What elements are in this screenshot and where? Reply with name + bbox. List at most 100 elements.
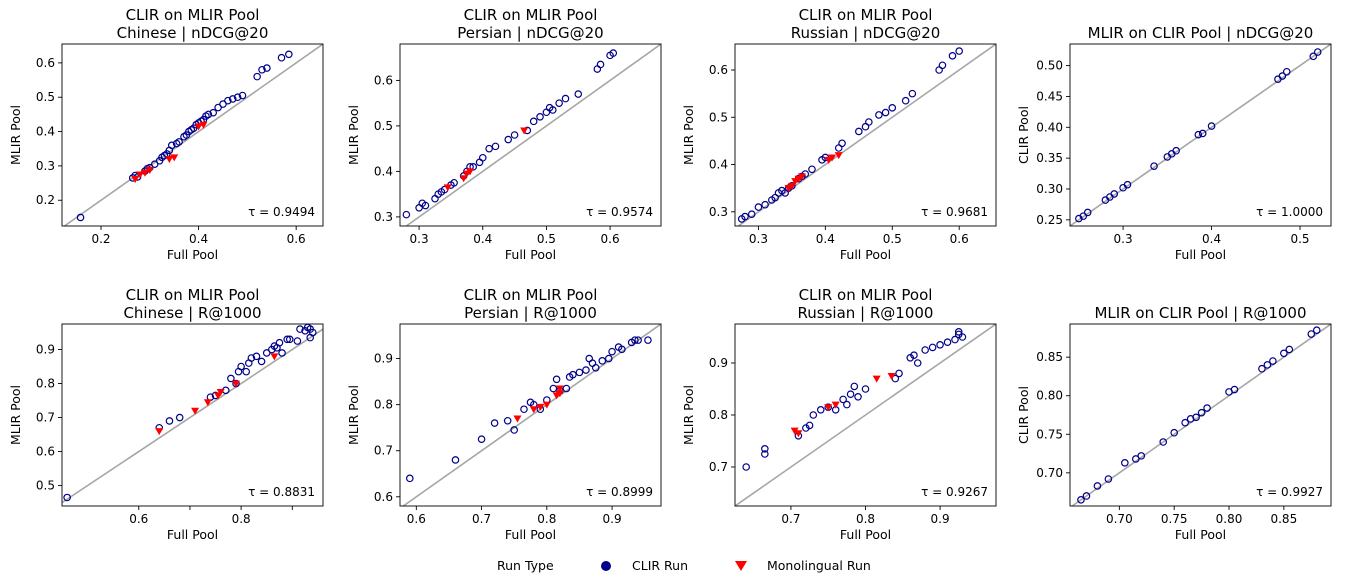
clir-point <box>936 340 944 349</box>
clir-point <box>875 111 883 119</box>
chart-title-line: MLIR on CLIR Pool | R@1000 <box>1094 304 1306 322</box>
chart-panel-3: 0.3 0.4 0.5 0.6 0.3 0.4 0.5 0.6 Full Pool MLIR Po… <box>681 6 997 262</box>
clir-point <box>293 337 302 345</box>
y-tick-label: 0.5 <box>374 119 393 133</box>
clir-point <box>585 354 594 363</box>
mono-point <box>797 173 806 181</box>
y-tick-label: 0.3 <box>709 205 728 219</box>
mono-point <box>459 175 468 183</box>
clir-point <box>1203 404 1211 412</box>
clir-point <box>490 419 499 427</box>
y-tick-label: 0.3 <box>36 159 55 173</box>
clir-point <box>958 333 967 341</box>
y-tick-label: 0.5 <box>36 90 55 104</box>
x-axis-label: Full Pool <box>505 527 556 542</box>
clir-point <box>954 327 963 336</box>
clir-point <box>1110 190 1119 198</box>
clir-point <box>278 349 286 357</box>
clir-point <box>761 200 769 209</box>
clir-point <box>561 94 570 103</box>
mono-point <box>199 121 208 129</box>
x-tick-label: 0.6 <box>601 232 620 246</box>
clir-point <box>275 338 284 347</box>
chart-title-line: CLIR on MLIR Pool <box>464 286 598 304</box>
chart-title-line: Russian | nDCG@20 <box>791 24 941 42</box>
x-tick-label: 0.8 <box>856 512 875 526</box>
mono-point <box>555 390 564 398</box>
clir-point <box>503 416 512 425</box>
mono-point <box>165 156 174 164</box>
clir-point <box>1258 364 1266 373</box>
y-tick-label: 0.2 <box>36 193 55 207</box>
mono-point <box>513 415 522 423</box>
tau-annotation: τ = 0.9574 <box>586 205 653 219</box>
x-tick-label: 0.4 <box>189 232 208 246</box>
x-tick-label: 0.5 <box>883 232 902 246</box>
clir-point <box>262 349 271 357</box>
tau-annotation: τ = 0.8831 <box>248 485 315 499</box>
legend-label-mono: Monolingual Run <box>767 558 871 573</box>
clir-point <box>491 142 500 151</box>
clir-point <box>843 400 851 409</box>
clir-point <box>285 335 294 344</box>
clir-point <box>451 456 460 464</box>
x-tick-label: 0.7 <box>472 512 491 526</box>
clir-point <box>1197 408 1206 417</box>
clir-point <box>631 336 639 344</box>
x-axis-label: Full Pool <box>1175 527 1226 542</box>
y-tick-label: 0.85 <box>1036 350 1063 364</box>
x-tick-label: 0.4 <box>1202 232 1221 246</box>
diagonal-line <box>63 44 323 226</box>
clir-point <box>402 210 411 219</box>
clir-point <box>415 204 423 212</box>
mono-point <box>443 184 452 192</box>
legend-marker-mono <box>735 561 747 571</box>
clir-point <box>520 405 528 414</box>
chart-title-line: Russian | R@1000 <box>798 304 934 322</box>
clir-point <box>1307 330 1316 338</box>
mono-point <box>466 168 475 176</box>
clir-point <box>1285 345 1294 354</box>
clir-point <box>285 50 293 59</box>
clir-point <box>562 384 571 393</box>
clir-point <box>1192 413 1200 422</box>
y-tick-label: 0.9 <box>709 356 728 370</box>
chart-title-line: CLIR on MLIR Pool <box>464 6 598 24</box>
mono-point <box>887 373 896 380</box>
clir-point <box>1269 357 1277 365</box>
chart-title-line: Chinese | nDCG@20 <box>117 24 269 42</box>
clir-point <box>1198 129 1207 138</box>
clir-point <box>805 421 814 430</box>
x-tick-label: 0.75 <box>1161 512 1188 526</box>
tau-annotation: τ = 0.9267 <box>921 485 988 499</box>
clir-point <box>816 405 825 414</box>
chart-title-line: CLIR on MLIR Pool <box>126 286 260 304</box>
y-tick-label: 0.8 <box>374 398 393 412</box>
clir-point <box>850 382 859 391</box>
clir-point <box>1077 496 1085 504</box>
y-tick-label: 0.70 <box>1036 466 1063 480</box>
clir-point <box>1313 48 1322 56</box>
clir-point <box>761 450 769 458</box>
clir-point <box>865 118 873 126</box>
clir-point <box>238 91 247 100</box>
chart-panel-5: 0.6 0.8 0.5 0.6 0.7 0.8 0.9 Full Pool MLIR Pool C… <box>8 286 324 542</box>
y-tick-label: 0.5 <box>709 110 728 124</box>
clir-point <box>405 474 414 483</box>
clir-point <box>1282 67 1291 76</box>
y-axis-label: CLIR Pool <box>1016 106 1031 164</box>
clir-point <box>855 127 863 136</box>
chart-title-line: CLIR on MLIR Pool <box>799 286 933 304</box>
diagonal-line <box>402 324 661 506</box>
clir-point <box>510 131 519 139</box>
chart-title-line: Persian | R@1000 <box>464 304 597 322</box>
chart-panel-4: 0.3 0.4 0.5 0.25 0.30 0.35 0.40 0.45 0.50 Full Po… <box>1016 24 1332 262</box>
clir-point <box>478 153 487 162</box>
clir-point <box>881 108 890 117</box>
clir-point <box>609 49 618 57</box>
x-tick-label: 0.6 <box>287 232 306 246</box>
clir-point <box>1131 455 1140 463</box>
diagonal-line <box>62 328 323 504</box>
y-axis-label: MLIR Pool <box>681 105 696 165</box>
clir-point <box>928 343 937 352</box>
